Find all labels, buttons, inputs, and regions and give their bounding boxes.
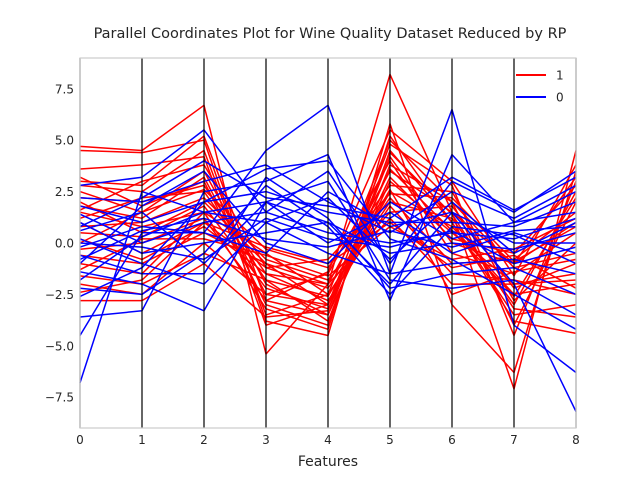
- y-axis-ticks: 7.5 5.0 2.5 0.0 −2.5 −5.0 −7.5: [45, 82, 74, 404]
- y-tick-label: 0.0: [55, 237, 74, 251]
- x-tick-label: 8: [572, 433, 580, 447]
- x-tick-label: 7: [510, 433, 518, 447]
- x-tick-label: 0: [76, 433, 84, 447]
- y-tick-label: 7.5: [55, 82, 74, 96]
- y-tick-label: −7.5: [45, 391, 74, 405]
- y-tick-label: 2.5: [55, 185, 74, 199]
- legend: 10: [516, 69, 564, 105]
- x-tick-label: 5: [386, 433, 394, 447]
- plot-frame: [79, 57, 577, 429]
- x-tick-label: 3: [262, 433, 270, 447]
- x-tick-label: 6: [448, 433, 456, 447]
- legend-item-0: 0: [516, 91, 564, 105]
- x-axis-ticks: 0 1 2 3 4 5 6 7 8: [76, 433, 580, 447]
- x-tick-label: 4: [324, 433, 332, 447]
- x-axis-label: Features: [298, 454, 358, 470]
- x-tick-label: 2: [200, 433, 208, 447]
- y-tick-label: −5.0: [45, 339, 74, 353]
- legend-label: 1: [556, 69, 564, 83]
- legend-item-1: 1: [516, 69, 564, 83]
- y-tick-label: 5.0: [55, 134, 74, 148]
- legend-label: 0: [556, 91, 564, 105]
- y-tick-label: −2.5: [45, 288, 74, 302]
- chart-title: Parallel Coordinates Plot for Wine Quali…: [94, 26, 567, 42]
- x-tick-label: 1: [138, 433, 146, 447]
